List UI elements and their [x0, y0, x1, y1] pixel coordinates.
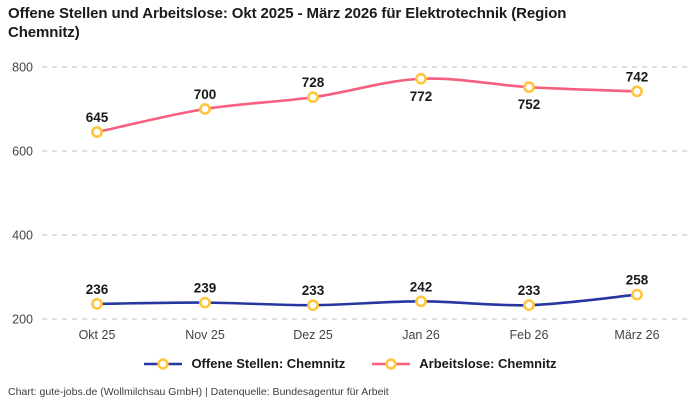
- x-axis-tick-label: Feb 26: [510, 328, 549, 342]
- chart-title: Offene Stellen und Arbeitslose: Okt 2025…: [8, 5, 567, 41]
- data-point-label: 645: [86, 110, 109, 125]
- data-point-marker[interactable]: [199, 103, 211, 115]
- legend-item-arbeitslose[interactable]: Arbeitslose: Chemnitz: [371, 356, 557, 371]
- series-line: [95, 293, 639, 307]
- legend-line-marker-icon: [372, 357, 411, 370]
- y-axis-tick-label: 600: [12, 145, 33, 159]
- legend-line-marker-icon: [144, 357, 183, 370]
- y-axis-tick-label: 400: [12, 229, 33, 243]
- data-point-marker[interactable]: [307, 91, 319, 104]
- y-axis-tick-label: 800: [12, 61, 33, 75]
- x-axis-tick-label: Dez 25: [293, 328, 333, 342]
- data-point-label: 742: [626, 69, 649, 84]
- data-point-label: 236: [86, 282, 109, 297]
- data-point-marker[interactable]: [415, 295, 427, 308]
- legend-label-arbeitslose: Arbeitslose: Chemnitz: [419, 356, 557, 371]
- data-point-marker[interactable]: [415, 72, 427, 85]
- y-axis-tick-label: 200: [12, 313, 33, 327]
- x-axis-tick-label: Nov 25: [185, 328, 225, 342]
- data-point-label: 258: [626, 273, 649, 288]
- data-point-marker[interactable]: [199, 296, 211, 309]
- data-point-label: 700: [194, 87, 217, 102]
- data-point-marker[interactable]: [631, 288, 643, 301]
- attribution-text: Chart: gute-jobs.de (Wollmilchsau GmbH) …: [8, 386, 389, 398]
- data-point-marker[interactable]: [523, 81, 535, 94]
- legend-label-offene-stellen: Offene Stellen: Chemnitz: [191, 356, 346, 371]
- x-axis-tick-label: Jan 26: [402, 328, 440, 342]
- data-point-marker[interactable]: [307, 299, 319, 312]
- legend: Offene Stellen: Chemnitz Arbeitslose: Ch…: [0, 356, 700, 371]
- data-point-label: 242: [410, 279, 433, 294]
- data-point-label: 233: [518, 283, 541, 298]
- data-point-label: 728: [302, 75, 325, 90]
- data-point-marker[interactable]: [523, 299, 535, 312]
- legend-item-offene-stellen[interactable]: Offene Stellen: Chemnitz: [143, 356, 345, 371]
- x-axis-tick-label: März 26: [614, 328, 659, 342]
- data-point-label: 772: [410, 89, 433, 104]
- data-point-marker[interactable]: [631, 85, 643, 98]
- data-point-marker[interactable]: [91, 297, 103, 310]
- x-axis-tick-label: Okt 25: [79, 328, 116, 342]
- series-line: [95, 77, 639, 134]
- data-point-label: 239: [194, 281, 217, 296]
- data-point-label: 752: [518, 97, 541, 112]
- data-point-marker[interactable]: [91, 126, 103, 139]
- data-point-label: 233: [302, 283, 325, 298]
